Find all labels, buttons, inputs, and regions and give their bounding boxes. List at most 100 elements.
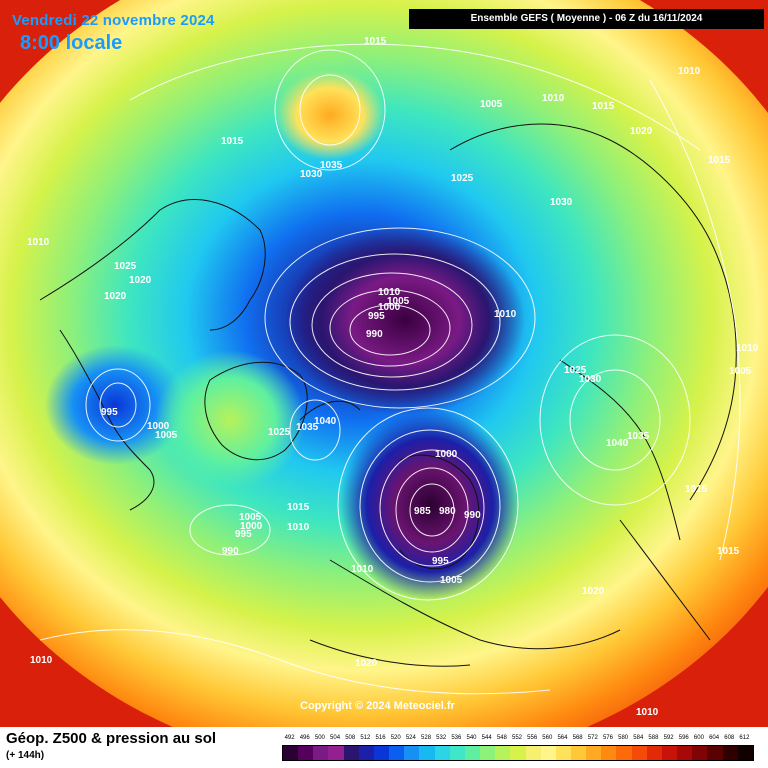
isobar — [129, 43, 701, 151]
legend-tick-label: 604 — [709, 735, 720, 741]
copyright-notice: Copyright © 2024 Meteociel.fr — [300, 700, 455, 712]
isobar-label: 1010 — [636, 707, 659, 718]
legend-tick-label: 592 — [663, 735, 674, 741]
forecast-lead-time: (+ 144h) — [6, 750, 45, 761]
isobars — [39, 43, 741, 695]
legend-tick-label: 512 — [360, 735, 371, 741]
greenland-ridge — [155, 350, 305, 490]
legend-tick-label: 520 — [390, 735, 401, 741]
legend-swatch — [525, 746, 541, 760]
isobar-label: 1015 — [364, 36, 387, 47]
canada-trough — [45, 345, 185, 465]
isobar-label: 1015 — [708, 155, 731, 166]
legend-swatch — [692, 746, 708, 760]
legend-tick-label: 552 — [511, 735, 522, 741]
isobar-label: 1020 — [630, 126, 653, 137]
legend-tick-label: 504 — [330, 735, 341, 741]
legend-swatch — [677, 746, 693, 760]
legend-tick-label: 540 — [466, 735, 477, 741]
legend-swatch — [389, 746, 405, 760]
legend-swatch — [298, 746, 314, 760]
legend-swatch — [540, 746, 556, 760]
legend-swatch — [722, 746, 738, 760]
isobar-label: 1015 — [717, 546, 740, 557]
legend-swatch — [495, 746, 511, 760]
isobar — [379, 449, 485, 567]
asia-coast — [449, 123, 737, 501]
isobar-label: 1005 — [480, 99, 503, 110]
legend-swatch — [616, 746, 632, 760]
isobar-label: 1020 — [355, 658, 378, 669]
isobar-label: 1010 — [678, 66, 701, 77]
isobar-label: 1010 — [351, 564, 374, 575]
isobar — [349, 304, 431, 356]
hudson-coast — [59, 329, 155, 511]
legend-tick-label: 584 — [633, 735, 644, 741]
isobar-label: 990 — [222, 546, 239, 557]
siberia-coast — [559, 359, 681, 541]
legend-swatch — [707, 746, 723, 760]
isobar-label: 1005 — [440, 575, 463, 586]
isobar-label: 1020 — [129, 275, 152, 286]
isobar-label: 1030 — [300, 169, 323, 180]
legend-swatch — [343, 746, 359, 760]
legend-swatch — [631, 746, 647, 760]
legend-tick-label: 608 — [724, 735, 735, 741]
isobar-label: 995 — [101, 407, 118, 418]
legend-tick-label: 596 — [678, 735, 689, 741]
isobar-label: 980 — [439, 506, 456, 517]
color-scale-bar — [282, 745, 754, 761]
isobar — [359, 429, 501, 583]
legend-tick-label: 524 — [405, 735, 416, 741]
legend-swatch — [661, 746, 678, 760]
isobar-label: 1005 — [155, 430, 178, 441]
isobar-label: 1010 — [378, 287, 401, 298]
legend-swatch — [601, 746, 617, 760]
legend-swatch — [737, 746, 753, 760]
legend-tick-label: 544 — [481, 735, 492, 741]
isobar — [409, 483, 455, 537]
isobar — [311, 272, 473, 378]
legend-tick-label: 532 — [436, 735, 447, 741]
isobar-label: 990 — [366, 329, 383, 340]
legend-swatch — [586, 746, 602, 760]
isobar-label: 1035 — [296, 422, 319, 433]
legend-swatch — [358, 746, 374, 760]
forecast-date: Vendredi 22 novembre 2024 — [12, 12, 215, 29]
isobar-label: 995 — [368, 311, 385, 322]
pacific-ridge — [275, 70, 385, 160]
map-panel: 1015 1010 1005 1010 1015 1020 1015 1035 … — [0, 0, 768, 727]
isobar-label: 1010 — [287, 522, 310, 533]
isobar-label: 1015 — [685, 484, 708, 495]
legend-tick-label: 576 — [602, 735, 613, 741]
forecast-time: 8:00 locale — [20, 32, 123, 54]
legend-tick-label: 588 — [648, 735, 659, 741]
isobar-label: 1015 — [221, 136, 244, 147]
isobar — [337, 407, 519, 601]
isobar-label: 1005 — [729, 366, 752, 377]
legend-swatch — [283, 746, 299, 760]
isobar-label: 1040 — [606, 438, 629, 449]
legend-tick-label: 564 — [557, 735, 568, 741]
isobar-label: 995 — [235, 529, 252, 540]
isobar — [395, 467, 469, 553]
isobar-label: 1010 — [494, 309, 517, 320]
isobar-label: 1025 — [564, 365, 587, 376]
isobar-label: 1010 — [30, 655, 53, 666]
legend-tick-label: 580 — [618, 735, 629, 741]
isobar-label: 1015 — [287, 502, 310, 513]
legend-tick-label: 612 — [739, 735, 750, 741]
north-america-coast — [39, 199, 266, 331]
isobar-label: 1040 — [314, 416, 337, 427]
isobar — [99, 382, 137, 428]
legend-swatch — [328, 746, 344, 760]
isobar-label: 1000 — [240, 521, 263, 532]
legend-tick-label: 496 — [299, 735, 310, 741]
model-run-header: Ensemble GEFS ( Moyenne ) - 06 Z du 16/1… — [409, 9, 764, 29]
isobar — [649, 79, 741, 561]
chart-title: Géop. Z500 & pression au sol — [6, 730, 217, 747]
legend-swatch — [404, 746, 420, 760]
legend-tick-label: 492 — [284, 735, 295, 741]
isobar-label: 1020 — [104, 291, 127, 302]
isobar-label: 985 — [414, 506, 431, 517]
